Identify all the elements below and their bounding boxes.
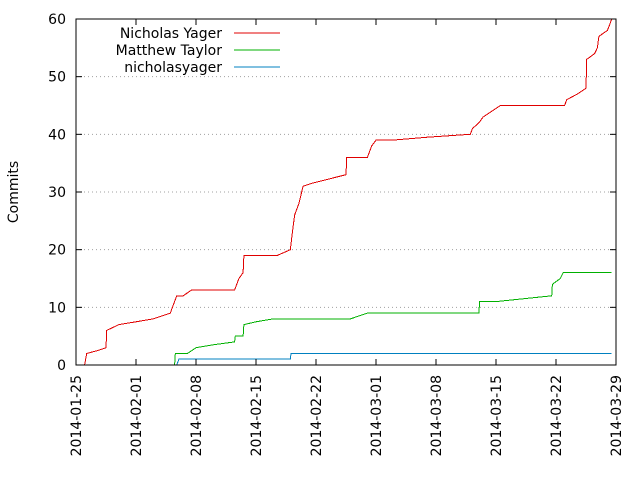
x-tick-label: 2014-01-25 — [69, 375, 85, 456]
x-tick-label: 2014-02-15 — [249, 375, 265, 456]
y-tick-label: 60 — [48, 12, 66, 28]
y-tick-label: 10 — [48, 300, 66, 316]
legend-label-nicholasyager: nicholasyager — [124, 60, 222, 76]
x-tick-label: 2014-03-22 — [549, 375, 565, 456]
legend-label-nicholas-yager: Nicholas Yager — [120, 26, 222, 42]
x-tick-label: 2014-03-15 — [489, 375, 505, 456]
series-line-nicholasyager — [176, 353, 612, 366]
series-lines — [80, 18, 613, 366]
y-axis: 0 10 20 30 40 50 60 — [48, 12, 616, 374]
x-tick-label: 2014-02-22 — [309, 375, 325, 456]
x-tick-label: 2014-02-01 — [129, 375, 145, 456]
y-tick-label: 20 — [48, 243, 66, 259]
y-axis-title: Commits — [6, 161, 22, 223]
x-tick-label: 2014-02-08 — [189, 375, 205, 456]
y-tick-label: 50 — [48, 70, 66, 86]
y-tick-label: 30 — [48, 185, 66, 201]
x-axis: 2014-01-25 2014-02-01 2014-02-08 2014-02-15… — [69, 19, 625, 456]
legend-label-matthew-taylor: Matthew Taylor — [116, 43, 223, 59]
y-tick-label: 40 — [48, 127, 66, 143]
x-tick-label: 2014-03-01 — [369, 375, 385, 456]
y-tick-label: 0 — [57, 358, 66, 374]
x-tick-label: 2014-03-29 — [609, 375, 625, 456]
series-line-matthew-taylor — [170, 272, 612, 366]
series-line-nicholas-yager — [80, 18, 613, 366]
x-tick-label: 2014-03-08 — [429, 375, 445, 456]
